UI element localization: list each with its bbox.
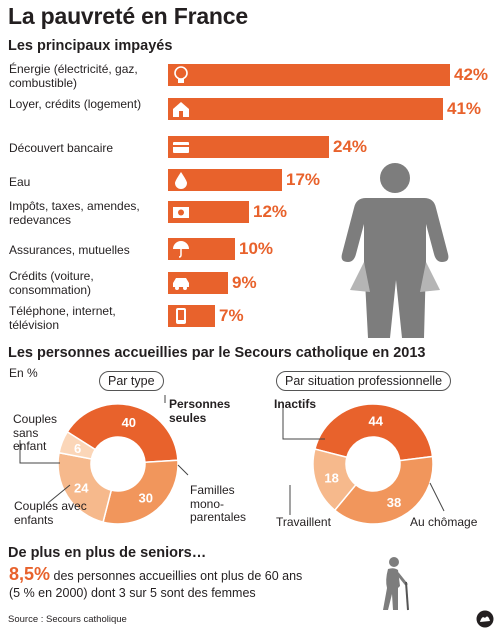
donut-value-label: 24: [74, 480, 89, 495]
donut-segment: [58, 430, 97, 460]
donut-segment: [312, 448, 357, 512]
seniors-text-1: des personnes accueillies ont plus de 60…: [50, 569, 303, 583]
bar-value-label: 7%: [219, 306, 244, 325]
pill-par-situation: Par situation professionnelle: [276, 371, 452, 391]
bar-label: Crédits (voiture, consommation): [9, 269, 94, 297]
bar: [168, 136, 329, 158]
label-travaillent: Travaillent: [276, 515, 331, 529]
page-title: La pauvreté en France: [8, 3, 248, 29]
seniors-pct: 8,5%: [9, 564, 51, 584]
bar-value-label: 10%: [239, 239, 274, 258]
bulb-icon: [174, 66, 188, 83]
afp-logo-icon: [476, 610, 494, 628]
bar-label: Assurances, mutuelles: [9, 243, 130, 257]
label-personnes-seules: Personnes seules: [169, 397, 231, 425]
seniors-text-2: (5 % en 2000) dont 3 sur 5 sont des femm…: [9, 586, 256, 600]
donut-segment: [333, 455, 434, 525]
donut-segment: [313, 403, 434, 462]
bar: [168, 305, 215, 327]
donut-value-label: 40: [122, 415, 136, 430]
donut-par-situation: 44 38 18: [312, 403, 434, 525]
bar-value-label: 9%: [232, 273, 257, 292]
banknotes-icon: [173, 207, 189, 218]
umbrella-icon: [173, 241, 189, 258]
donut-value-label: 38: [387, 495, 401, 510]
donut-par-type: 40 30 24 6: [57, 403, 179, 525]
bar: [168, 201, 249, 223]
seniors-heading: De plus en plus de seniors…: [8, 545, 207, 561]
phone-icon: [176, 308, 186, 324]
elderly-person-icon: [383, 557, 409, 611]
bar: [168, 64, 450, 86]
bar-value-label: 17%: [286, 170, 321, 189]
pill-par-type: Par type: [99, 371, 164, 391]
bar-label: Loyer, crédits (logement): [9, 97, 142, 111]
leader-lines: [19, 395, 445, 515]
label-au-chomage: Au chômage: [410, 515, 478, 529]
water-drop-icon: [175, 172, 187, 189]
donut-segment: [66, 403, 179, 464]
bar-value-label: 12%: [253, 202, 288, 221]
bar-value-label: 41%: [447, 99, 482, 118]
bank-card-icon: [173, 142, 189, 153]
bar-value-label: 24%: [333, 137, 368, 156]
impayes-heading: Les principaux impayés: [8, 38, 173, 54]
label-inactifs: Inactifs: [274, 397, 317, 411]
bar-label: Eau: [9, 175, 31, 189]
bar-label: Énergie (électricité, gaz, combustible): [9, 62, 138, 90]
unit-label: En %: [9, 366, 38, 380]
house-icon: [173, 102, 189, 117]
bar: [168, 272, 228, 294]
donut-segment: [102, 459, 179, 525]
label-couples-sans-enfant: Couples sans enfant: [13, 412, 58, 453]
label-couples-avec-enfants: Couples avec enfants: [14, 499, 87, 527]
donut-charts: 40 30 24 6 44 38 18: [19, 395, 445, 525]
bar-label: Découvert bancaire: [9, 141, 114, 155]
car-icon: [173, 278, 189, 290]
donut-value-label: 18: [324, 470, 338, 485]
seniors-text: 8,5% des personnes accueillies ont plus …: [9, 564, 369, 602]
bar: [168, 238, 235, 260]
label-familles-monoparentales: Familles mono-parentales: [190, 483, 247, 524]
bar: [168, 169, 282, 191]
bar-label: Impôts, taxes, amendes, redevances: [9, 199, 140, 227]
person-empty-pockets-icon: [341, 163, 449, 338]
donut-value-label: 44: [368, 414, 383, 429]
donut-value-label: 6: [74, 441, 81, 456]
bar-label: Téléphone, internet, télévision: [9, 304, 116, 332]
accueil-heading: Les personnes accueillies par le Secours…: [8, 345, 426, 361]
bar-value-label: 42%: [454, 65, 489, 84]
source-note: Source : Secours catholique: [8, 614, 127, 625]
donut-value-label: 30: [138, 491, 152, 506]
bar: [168, 98, 443, 120]
donut-segment: [57, 451, 113, 524]
